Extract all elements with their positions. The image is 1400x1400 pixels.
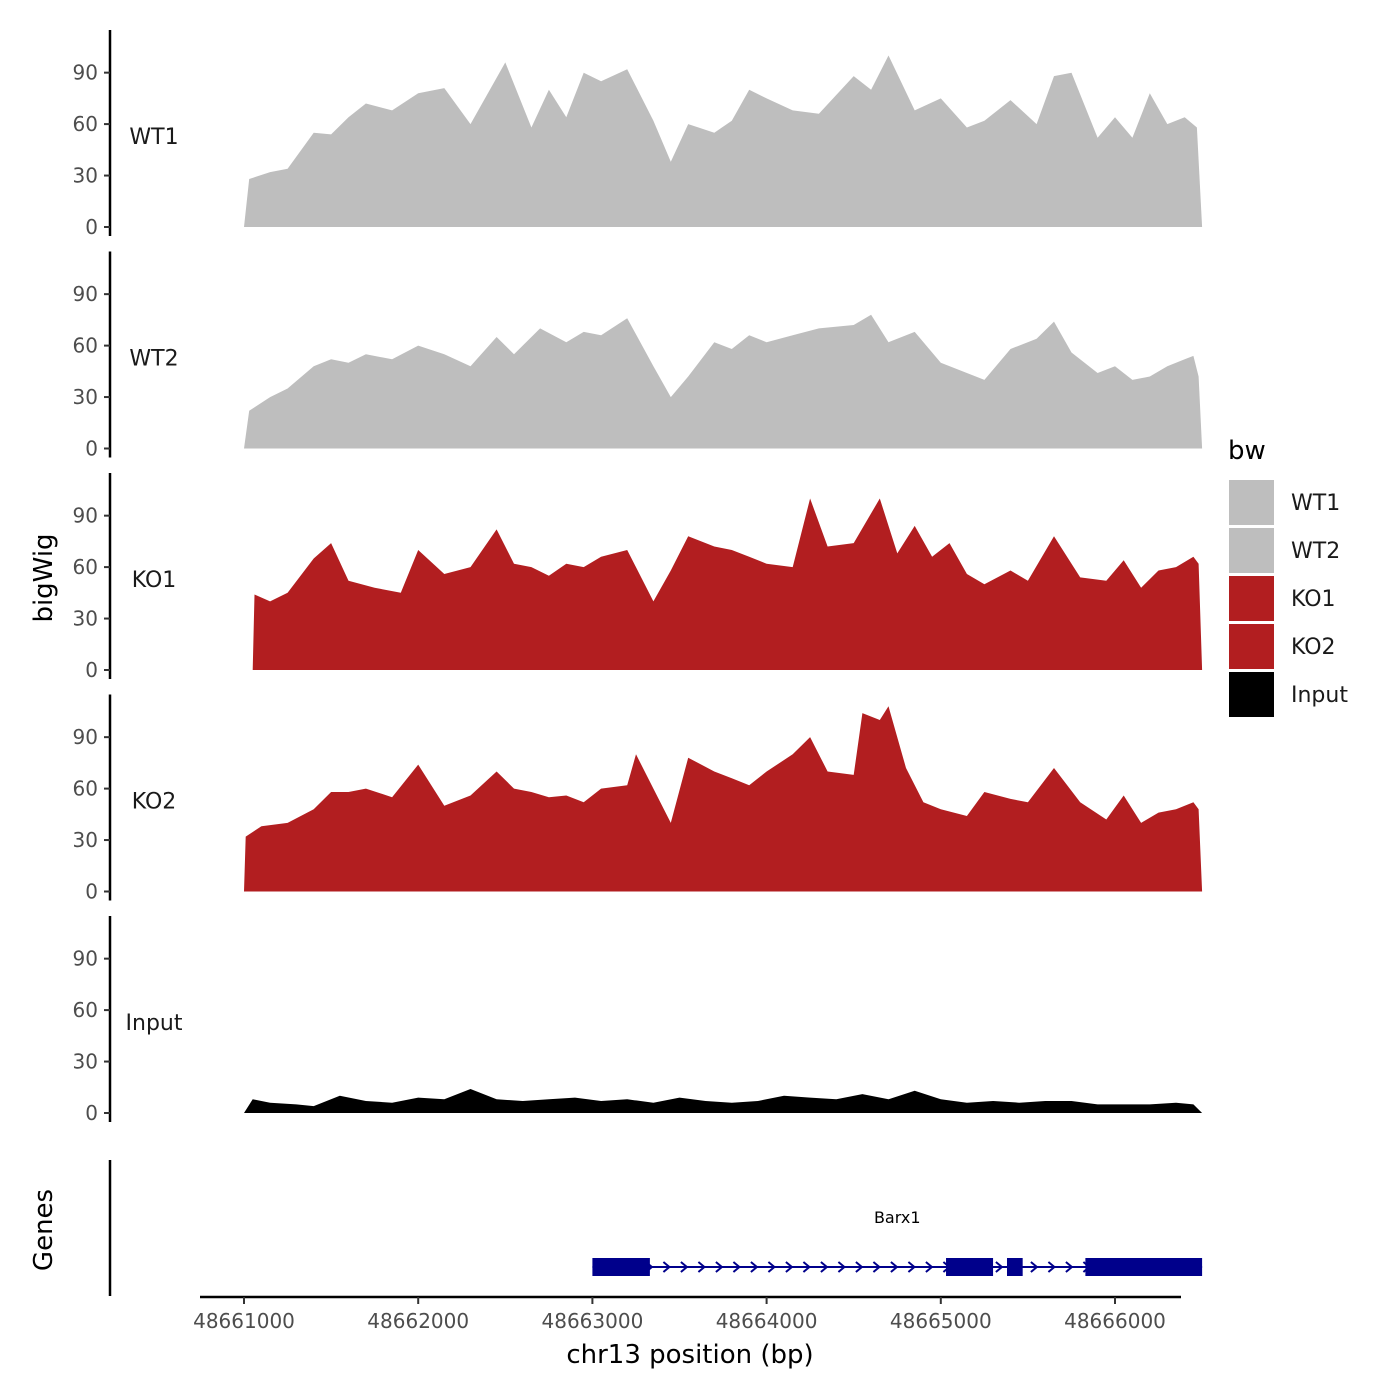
legend-swatch (1229, 576, 1274, 621)
strand-arrow (995, 1261, 1004, 1273)
y-tick-label: 0 (85, 215, 98, 239)
track-area-input (244, 1089, 1203, 1113)
y-tick-label: 0 (85, 437, 98, 461)
strand-arrow (820, 1261, 829, 1273)
legend-label: WT2 (1291, 539, 1340, 564)
tracks-layer: 0 30 60 90 WT1 0 30 60 90 WT2 0 30 60 90 KO1 0 30 60 90 KO2… (73, 30, 1203, 1125)
strand-arrow (872, 1261, 881, 1273)
x-axis: 48661000 48662000 48663000 48664000 48665000… (193, 1295, 1181, 1333)
track-area-wt1 (244, 55, 1203, 227)
gene-exon (1085, 1258, 1203, 1276)
strand-arrow (1047, 1261, 1056, 1273)
track-label: Input (126, 1011, 183, 1036)
legend-swatch (1229, 624, 1274, 669)
y-tick-label: 60 (73, 998, 98, 1022)
legend-label: KO2 (1291, 635, 1336, 660)
y-tick-label: 90 (73, 504, 98, 528)
legend-label: Input (1291, 683, 1348, 708)
track-label: WT2 (129, 347, 178, 372)
track-area-wt2 (244, 314, 1203, 449)
y-tick-label: 30 (73, 828, 98, 852)
genes-axis-title: Genes (29, 1189, 59, 1271)
legend-label: WT1 (1291, 491, 1340, 516)
x-tick-label: 48663000 (542, 1309, 644, 1333)
strand-arrow (715, 1261, 724, 1273)
legend-item-input: Input (1229, 672, 1348, 717)
y-tick-label: 30 (73, 164, 98, 188)
legend-item-ko1: KO1 (1229, 576, 1336, 621)
track-ko1: 0 30 60 90 KO1 (73, 473, 1203, 682)
strand-arrow (767, 1261, 776, 1273)
y-tick-label: 30 (73, 607, 98, 631)
legend-item-ko2: KO2 (1229, 624, 1336, 669)
y-tick-label: 90 (73, 282, 98, 306)
strand-arrow (750, 1261, 759, 1273)
y-tick-label: 90 (73, 725, 98, 749)
legend-swatch (1229, 672, 1274, 717)
y-tick-label: 60 (73, 777, 98, 801)
gene-exon (1006, 1258, 1023, 1276)
track-label: WT1 (129, 125, 178, 150)
strand-arrow (907, 1261, 916, 1273)
y-axis-title: bigWig (29, 533, 59, 622)
legend: bw WT1 WT2 KO1 KO2 Input (1228, 436, 1348, 717)
legend-label: KO1 (1291, 587, 1336, 612)
legend-swatch (1229, 528, 1274, 573)
strand-arrow (1065, 1261, 1074, 1273)
x-axis-title: chr13 position (bp) (566, 1340, 813, 1370)
strand-arrow (890, 1261, 899, 1273)
gene-exon (592, 1258, 650, 1276)
legend-title: bw (1228, 436, 1266, 466)
y-tick-label: 90 (73, 947, 98, 971)
strand-arrow (680, 1261, 689, 1273)
gene-barx1: Barx1 (592, 1208, 1203, 1276)
genes-layer: Barx1 (108, 1160, 1203, 1296)
y-tick-label: 30 (73, 1050, 98, 1074)
strand-arrow (802, 1261, 811, 1273)
x-tick-label: 48664000 (716, 1309, 818, 1333)
y-tick-label: 60 (73, 334, 98, 358)
strand-arrow (732, 1261, 741, 1273)
strand-arrow (1030, 1261, 1039, 1273)
gene-exon (946, 1258, 994, 1276)
y-tick-label: 60 (73, 112, 98, 136)
track-area-ko1 (252, 498, 1203, 670)
x-tick-label: 48666000 (1064, 1309, 1166, 1333)
strand-arrow (925, 1261, 934, 1273)
track-wt1: 0 30 60 90 WT1 (73, 30, 1203, 239)
strand-arrow (697, 1261, 706, 1273)
y-tick-label: 0 (85, 1101, 98, 1125)
strand-arrow (785, 1261, 794, 1273)
legend-item-wt1: WT1 (1229, 480, 1340, 525)
gene-label: Barx1 (874, 1208, 921, 1227)
legend-swatch (1229, 480, 1274, 525)
track-label: KO2 (132, 790, 177, 815)
y-tick-label: 0 (85, 880, 98, 904)
track-wt2: 0 30 60 90 WT2 (73, 251, 1203, 461)
track-ko2: 0 30 60 90 KO2 (73, 694, 1203, 904)
y-tick-label: 90 (73, 61, 98, 85)
strand-arrow (837, 1261, 846, 1273)
strand-arrow (662, 1261, 671, 1273)
x-tick-label: 48665000 (890, 1309, 992, 1333)
x-tick-label: 48662000 (367, 1309, 469, 1333)
x-tick-label: 48661000 (193, 1309, 295, 1333)
y-tick-label: 0 (85, 658, 98, 682)
strand-arrow (855, 1261, 864, 1273)
track-label: KO1 (132, 568, 177, 593)
track-area-ko2 (244, 706, 1203, 892)
legend-item-wt2: WT2 (1229, 528, 1340, 573)
y-tick-label: 30 (73, 385, 98, 409)
y-tick-label: 60 (73, 555, 98, 579)
track-input: 0 30 60 90 Input (73, 916, 1203, 1125)
